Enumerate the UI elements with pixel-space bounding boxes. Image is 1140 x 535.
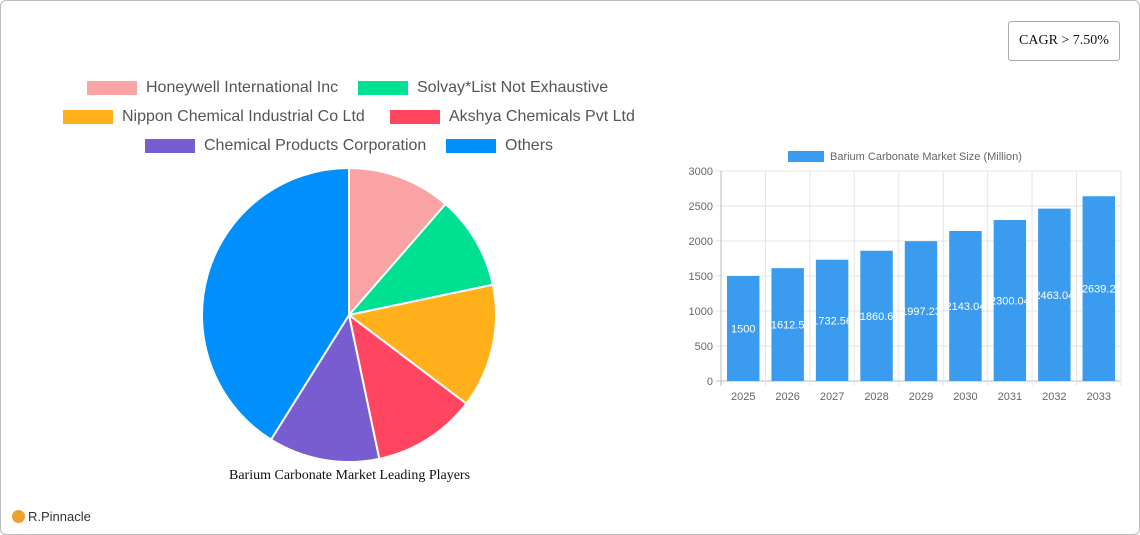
bar-legend-label: Barium Carbonate Market Size (Million)	[830, 151, 1022, 163]
cagr-badge: CAGR > 7.50%	[1008, 21, 1120, 61]
x-tick-label: 2026	[775, 391, 799, 403]
logo-icon	[12, 510, 25, 523]
pie-slice	[346, 202, 495, 317]
legend-label: Solvay*List Not Exhaustive	[417, 79, 609, 96]
y-tick-label: 2000	[689, 236, 713, 248]
pie-chart	[201, 166, 497, 463]
legend-swatch	[446, 139, 496, 153]
bar-value-label: 1500	[731, 324, 755, 336]
y-tick-label: 0	[707, 376, 713, 388]
y-tick-label: 3000	[689, 166, 713, 178]
bar	[727, 276, 760, 381]
legend-swatch	[145, 139, 195, 153]
bar-value-label: 2143.04	[946, 301, 986, 313]
legend-item[interactable]: Akshya Chemicals Pvt Ltd	[390, 108, 635, 126]
pie-slice	[201, 166, 350, 441]
legend-item[interactable]: Solvay*List Not Exhaustive	[358, 79, 608, 97]
brand-name: R.Pinnacle	[28, 509, 91, 524]
bar-value-label: 2300.04	[990, 295, 1030, 307]
bar-value-label: 1860.6	[860, 311, 894, 323]
legend-label: Honeywell International Inc	[146, 79, 339, 96]
brand-logo: R.Pinnacle	[12, 509, 91, 524]
bar-value-label: 1732.56	[812, 315, 852, 327]
legend-item[interactable]: Chemical Products Corporation	[145, 137, 426, 155]
pie-title: Barium Carbonate Market Leading Players	[229, 468, 471, 483]
pie-slice	[348, 166, 447, 318]
legend-item[interactable]: Honeywell International Inc	[87, 79, 338, 97]
x-tick-label: 2029	[909, 391, 933, 403]
bar-value-label: 2639.2	[1082, 284, 1116, 296]
bar	[904, 241, 938, 381]
bar-value-label: 1997.23	[901, 306, 941, 318]
x-tick-label: 2033	[1087, 391, 1111, 403]
pie-slice	[347, 312, 468, 461]
legend-label: Akshya Chemicals Pvt Ltd	[449, 108, 635, 125]
bar	[771, 268, 804, 381]
pie-slice	[269, 312, 381, 463]
y-tick-label: 2500	[689, 201, 713, 213]
legend-label: Chemical Products Corporation	[204, 137, 427, 154]
y-tick-label: 1500	[689, 271, 713, 283]
bar	[949, 230, 982, 381]
legend-swatch	[358, 81, 408, 95]
x-tick-label: 2025	[731, 391, 755, 403]
bar	[1038, 208, 1071, 381]
x-tick-label: 2032	[1042, 391, 1066, 403]
legend-item[interactable]: Nippon Chemical Industrial Co Ltd	[63, 108, 365, 126]
bar	[860, 250, 893, 381]
y-tick-label: 1000	[689, 306, 713, 318]
legend-item[interactable]: Others	[446, 137, 553, 155]
bar-value-label: 1612.5	[771, 320, 805, 332]
bar	[815, 259, 849, 381]
legend-swatch	[390, 110, 440, 124]
y-tick-label: 500	[695, 341, 713, 353]
x-tick-label: 2031	[998, 391, 1022, 403]
legend-swatch	[788, 151, 824, 162]
bar	[1082, 196, 1115, 381]
x-tick-label: 2030	[953, 391, 977, 403]
x-tick-label: 2028	[864, 391, 888, 403]
legend-label: Others	[505, 137, 554, 154]
bar-value-label: 2463.04	[1034, 290, 1074, 302]
x-tick-label: 2027	[820, 391, 844, 403]
legend-swatch	[87, 81, 137, 95]
legend-label: Nippon Chemical Industrial Co Ltd	[122, 108, 365, 125]
pie-slice	[346, 283, 497, 406]
legend-swatch	[63, 110, 113, 124]
bar	[993, 219, 1027, 381]
